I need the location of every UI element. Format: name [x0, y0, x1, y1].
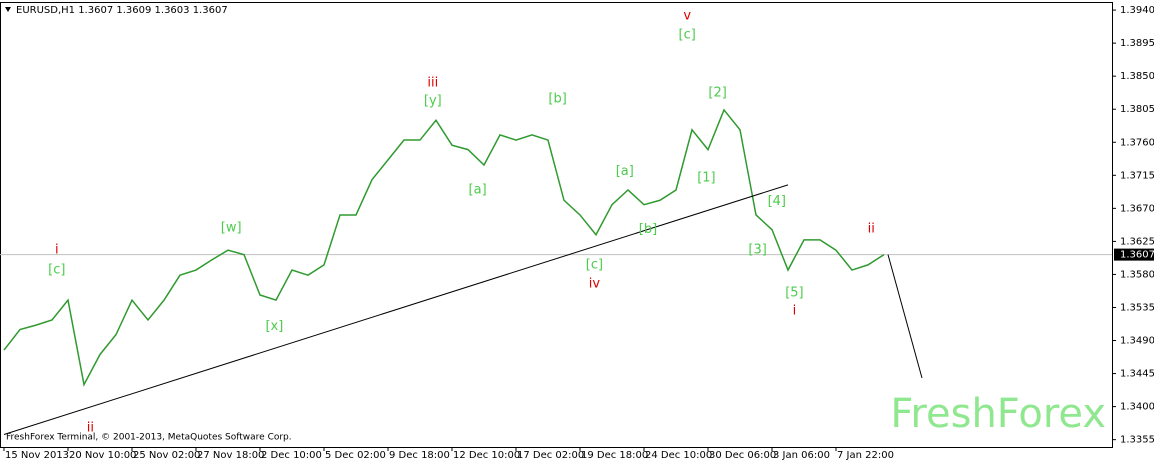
- wave-label: [c]: [48, 263, 65, 278]
- y-tick-label: 1.3400: [1120, 402, 1154, 413]
- price-label: 1.3607: [1120, 250, 1154, 261]
- wave-label: [a]: [616, 164, 634, 179]
- wave-label: iii: [427, 75, 438, 90]
- y-tick-label: 1.3760: [1120, 137, 1154, 148]
- wave-label: [2]: [708, 86, 726, 101]
- y-tick-label: 1.3805: [1120, 104, 1154, 115]
- y-tick-label: 1.3940: [1120, 5, 1154, 16]
- wave-label: [c]: [586, 257, 603, 272]
- x-tick-label: 30 Dec 06:00: [709, 450, 776, 461]
- price-series: [3, 108, 885, 387]
- wave-label: ii: [868, 221, 875, 236]
- x-tick-label: 27 Nov 18:00: [197, 450, 264, 461]
- wave-label: [x]: [265, 319, 283, 334]
- x-tick-label: 2 Dec 10:00: [261, 450, 322, 461]
- y-tick-label: 1.3490: [1120, 336, 1154, 347]
- wave-label: iv: [589, 276, 601, 291]
- wave-label: [a]: [469, 182, 487, 197]
- menu-arrow: [5, 7, 11, 12]
- x-tick-label: 17 Dec 02:00: [517, 450, 584, 461]
- wave-label: ii: [87, 420, 94, 435]
- x-tick-label: 25 Nov 02:00: [133, 450, 200, 461]
- wave-label: [y]: [424, 94, 442, 109]
- copyright: FreshForex Terminal, © 2001-2013, MetaQu…: [6, 433, 292, 443]
- y-tick-label: 1.3445: [1120, 369, 1154, 380]
- x-tick-label: 15 Nov 2013: [5, 450, 69, 461]
- wave-label: i: [55, 243, 59, 258]
- x-tick-label: 24 Dec 10:00: [645, 450, 712, 461]
- y-tick-label: 1.3895: [1120, 38, 1154, 49]
- wave-label: [3]: [748, 243, 766, 258]
- y-tick-label: 1.3355: [1120, 435, 1154, 446]
- y-tick-label: 1.3625: [1120, 236, 1154, 247]
- watermark: FreshForex: [890, 391, 1106, 437]
- wave-label: [b]: [639, 222, 657, 237]
- trendline: [887, 254, 923, 379]
- y-tick-label: 1.3850: [1120, 71, 1154, 82]
- price-box: [1114, 248, 1154, 261]
- x-tick-label: 9 Dec 18:00: [389, 450, 450, 461]
- wave-label: [b]: [548, 91, 566, 106]
- x-tick-label: 20 Nov 10:00: [69, 450, 136, 461]
- trendline: [3, 184, 789, 435]
- wave-label: [1]: [697, 171, 715, 186]
- wave-label: [5]: [785, 285, 803, 300]
- wave-label: [w]: [221, 221, 242, 236]
- wave-label: [4]: [768, 194, 786, 209]
- x-tick-label: 7 Jan 22:00: [837, 450, 894, 461]
- x-tick-label: 5 Dec 02:00: [325, 450, 386, 461]
- y-tick-label: 1.3715: [1120, 170, 1154, 181]
- x-tick-label: 19 Dec 18:00: [581, 450, 648, 461]
- x-tick-label: 3 Jan 06:00: [773, 450, 830, 461]
- y-tick-label: 1.3670: [1120, 203, 1154, 214]
- wave-label: i: [793, 304, 797, 319]
- plot-frame: [0, 2, 1113, 448]
- wave-label: [c]: [679, 28, 696, 43]
- chart-title: EURUSD,H1 1.3607 1.3609 1.3603 1.3607: [16, 5, 228, 16]
- x-tick-label: 12 Dec 10:00: [453, 450, 520, 461]
- wave-label: v: [683, 8, 691, 23]
- y-tick-label: 1.3580: [1120, 269, 1154, 280]
- y-tick-label: 1.3535: [1120, 302, 1154, 313]
